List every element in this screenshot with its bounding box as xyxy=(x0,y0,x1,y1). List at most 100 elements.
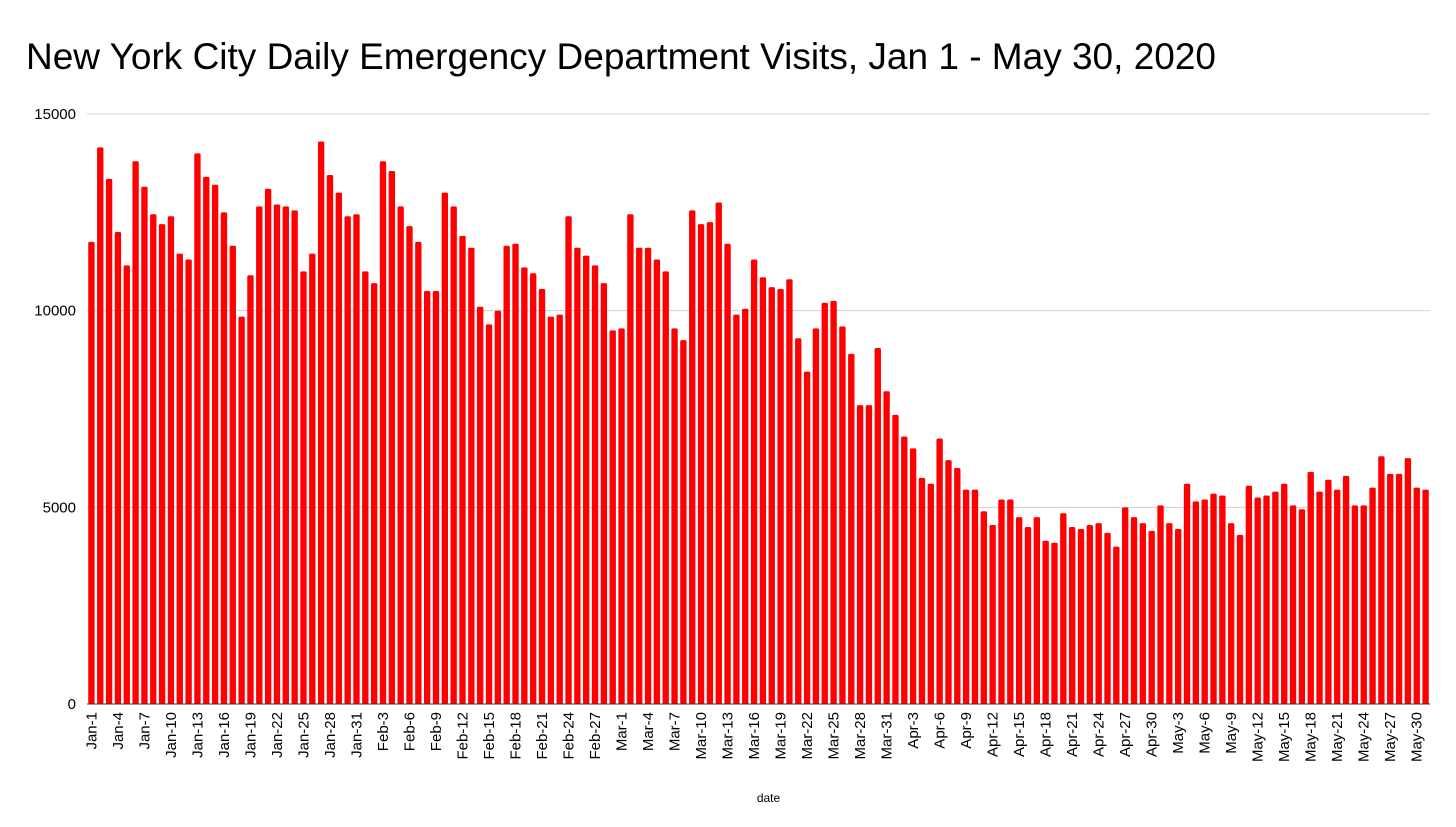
bar-Jan-23 xyxy=(282,206,289,704)
x-tick-label-Jan-4: Jan-4 xyxy=(110,712,127,750)
bar-Apr-27 xyxy=(1121,507,1129,704)
bar-Mar-4 xyxy=(644,247,652,704)
bar-Apr-2 xyxy=(901,436,908,704)
bar-Apr-8 xyxy=(954,468,961,704)
bar-Feb-8 xyxy=(423,291,431,704)
x-tick-label-Apr-6: Apr-6 xyxy=(932,712,949,749)
bar-Feb-3 xyxy=(379,161,387,704)
bar-Feb-27 xyxy=(591,265,599,704)
bar-May-14 xyxy=(1272,491,1279,704)
bar-Feb-23 xyxy=(556,314,563,704)
bar-Apr-23 xyxy=(1086,525,1094,704)
bar-Jan-24 xyxy=(291,210,298,704)
chart-title: New York City Daily Emergency Department… xyxy=(26,36,1216,77)
bar-May-26 xyxy=(1378,456,1385,704)
x-tick-label-Mar-25: Mar-25 xyxy=(826,712,843,760)
bar-May-28 xyxy=(1395,473,1403,704)
bar-Apr-30 xyxy=(1148,530,1155,704)
bar-Mar-29 xyxy=(865,405,873,704)
bar-May-1 xyxy=(1157,505,1164,704)
bar-Feb-7 xyxy=(415,241,422,705)
bar-Mar-19 xyxy=(777,289,784,704)
x-tick-label-May-27: May-27 xyxy=(1382,712,1399,762)
y-tick-label-10000: 10000 xyxy=(34,303,76,320)
bar-May-21 xyxy=(1334,489,1341,704)
bar-Mar-9 xyxy=(689,210,696,704)
bar-Feb-6 xyxy=(406,226,413,704)
bar-Apr-3 xyxy=(909,448,917,704)
bar-May-2 xyxy=(1166,523,1173,704)
bar-Jan-8 xyxy=(150,214,157,705)
bar-Mar-15 xyxy=(742,308,749,704)
x-tick-label-Apr-21: Apr-21 xyxy=(1064,712,1081,757)
bar-Jan-16 xyxy=(220,212,228,705)
bar-Mar-6 xyxy=(662,271,669,704)
x-tick-label-Jan-31: Jan-31 xyxy=(348,712,365,758)
bar-May-3 xyxy=(1175,528,1182,704)
bar-Apr-6 xyxy=(936,438,943,704)
bar-Apr-18 xyxy=(1042,540,1049,704)
bar-May-22 xyxy=(1342,475,1350,704)
bar-Mar-21 xyxy=(795,338,802,704)
bar-May-5 xyxy=(1192,501,1200,704)
bar-May-12 xyxy=(1254,497,1261,704)
x-tick-label-Feb-27: Feb-27 xyxy=(587,712,604,760)
x-tick-label-Mar-31: Mar-31 xyxy=(879,712,896,760)
bar-Jan-10 xyxy=(167,216,175,704)
bar-Jan-1 xyxy=(88,241,95,705)
x-tick-label-Apr-24: Apr-24 xyxy=(1091,712,1108,757)
bar-Jan-22 xyxy=(273,204,281,704)
bar-Mar-13 xyxy=(724,243,731,705)
bar-Feb-20 xyxy=(530,273,537,704)
bar-Apr-25 xyxy=(1104,532,1111,704)
bar-Feb-26 xyxy=(583,255,590,704)
bar-Mar-3 xyxy=(636,247,643,704)
bar-Apr-7 xyxy=(945,460,952,704)
x-tick-label-May-3: May-3 xyxy=(1170,712,1187,754)
bar-Jan-25 xyxy=(300,271,307,704)
x-tick-label-Mar-4: Mar-4 xyxy=(640,712,657,751)
bar-Jan-12 xyxy=(185,259,192,704)
bar-Apr-14 xyxy=(1007,499,1014,704)
x-tick-label-May-9: May-9 xyxy=(1223,712,1240,754)
bar-Feb-4 xyxy=(388,171,396,705)
bar-Jan-21 xyxy=(264,188,272,704)
x-tick-label-Apr-9: Apr-9 xyxy=(958,712,975,749)
bar-Mar-16 xyxy=(750,259,758,704)
bar-Mar-26 xyxy=(839,326,846,704)
bar-May-29 xyxy=(1404,458,1412,704)
bar-Jan-6 xyxy=(132,161,139,704)
bar-May-10 xyxy=(1236,534,1244,704)
bar-May-8 xyxy=(1219,495,1226,704)
bar-Apr-19 xyxy=(1051,542,1058,704)
x-tick-label-May-30: May-30 xyxy=(1409,712,1426,762)
x-tick-label-Jan-16: Jan-16 xyxy=(216,712,233,758)
x-tick-label-Mar-1: Mar-1 xyxy=(614,712,631,751)
bar-Jan-28 xyxy=(326,174,334,704)
x-tick-label-May-21: May-21 xyxy=(1329,712,1346,762)
bar-Mar-11 xyxy=(706,222,714,704)
bar-May-13 xyxy=(1263,495,1270,704)
bar-Mar-20 xyxy=(786,279,793,704)
bar-Apr-20 xyxy=(1060,513,1067,704)
bar-Jan-11 xyxy=(176,253,183,704)
bar-Feb-19 xyxy=(521,267,528,704)
bar-Feb-1 xyxy=(362,271,369,704)
bar-Mar-24 xyxy=(821,302,828,704)
bar-Jan-2 xyxy=(97,147,104,704)
x-tick-label-Apr-27: Apr-27 xyxy=(1117,712,1134,757)
bar-Apr-15 xyxy=(1015,517,1023,704)
x-tick-label-Apr-30: Apr-30 xyxy=(1144,712,1161,757)
bar-Feb-29 xyxy=(609,330,616,704)
x-tick-label-Mar-13: Mar-13 xyxy=(720,712,737,760)
bar-Jan-9 xyxy=(158,224,166,704)
y-tick-label-5000: 5000 xyxy=(43,499,76,516)
bar-Apr-13 xyxy=(998,499,1005,704)
x-tick-label-Feb-12: Feb-12 xyxy=(455,712,472,760)
bars xyxy=(88,141,1429,705)
bar-May-7 xyxy=(1210,493,1217,704)
x-tick-label-Mar-16: Mar-16 xyxy=(746,712,763,760)
bar-May-11 xyxy=(1245,485,1253,704)
bar-Feb-14 xyxy=(477,306,484,704)
